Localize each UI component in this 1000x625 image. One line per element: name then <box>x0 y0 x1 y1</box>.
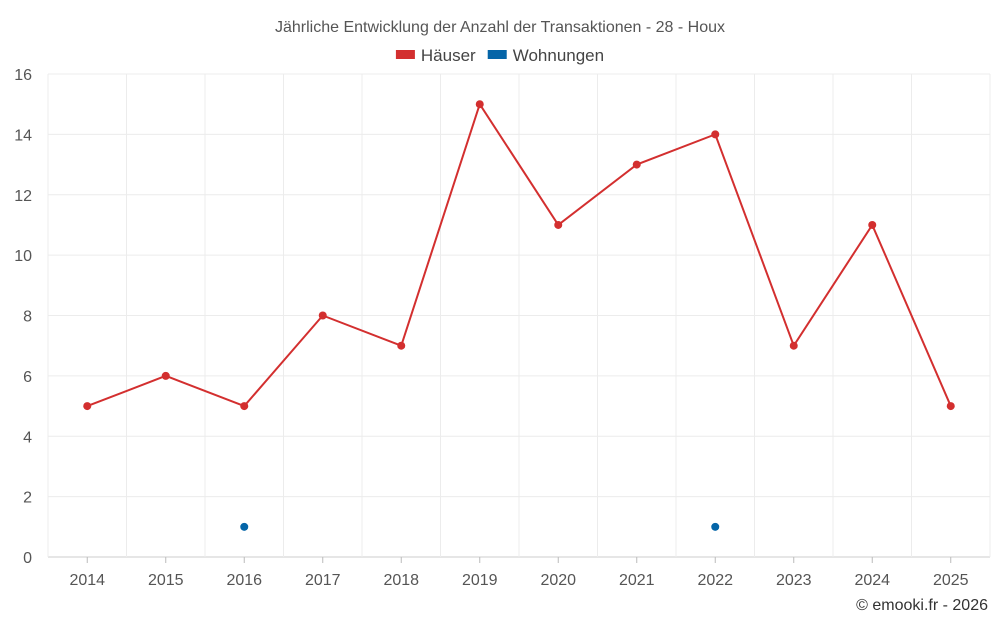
y-tick-label: 6 <box>23 369 32 386</box>
credit: © emooki.fr - 2026 <box>856 597 988 614</box>
legend-label: Häuser <box>421 46 476 65</box>
data-point <box>789 341 798 350</box>
x-tick-label: 2015 <box>148 572 184 589</box>
series-layer <box>83 100 955 531</box>
y-tick-label: 8 <box>23 309 32 326</box>
x-tick-label: 2019 <box>462 572 498 589</box>
legend-swatch <box>395 50 415 59</box>
legend: Häuser Wohnungen <box>395 46 604 65</box>
series-line-0 <box>86 101 952 408</box>
x-tick-label: 2022 <box>697 572 733 589</box>
y-tick-label: 4 <box>23 429 32 446</box>
y-tick-label: 16 <box>14 67 32 84</box>
legend-swatch <box>487 50 507 59</box>
x-tick-label: 2017 <box>305 572 341 589</box>
data-point <box>868 220 877 229</box>
data-point <box>554 220 563 229</box>
data-point <box>83 402 92 411</box>
data-point <box>711 130 720 139</box>
data-point <box>240 522 249 531</box>
legend-label: Wohnungen <box>513 46 604 65</box>
x-tick-label: 2016 <box>226 572 262 589</box>
grid <box>47 73 991 558</box>
y-tick-label: 10 <box>14 248 32 265</box>
x-tick-label: 2020 <box>540 572 576 589</box>
chart-title: Jährliche Entwicklung der Anzahl der Tra… <box>275 19 725 36</box>
x-tick-label: 2024 <box>854 572 890 589</box>
y-tick-label: 12 <box>14 188 32 205</box>
data-point <box>475 100 484 109</box>
data-point <box>240 402 249 411</box>
x-tick-label: 2021 <box>619 572 655 589</box>
axes: 0 2 4 6 8 10 12 14 16 2014 2015 2016 2017 2018 2019 202… <box>14 67 968 589</box>
x-tick-label: 2014 <box>69 572 105 589</box>
y-tick-label: 2 <box>23 490 32 507</box>
x-tick-label: 2025 <box>933 572 969 589</box>
x-tick-label: 2023 <box>776 572 812 589</box>
x-tick-label: 2018 <box>383 572 419 589</box>
y-tick-label: 14 <box>14 127 32 144</box>
data-point <box>711 522 720 531</box>
legend-item[interactable]: Häuser <box>395 46 476 65</box>
legend-item[interactable]: Wohnungen <box>487 46 604 65</box>
y-tick-label: 0 <box>23 550 32 567</box>
data-point <box>397 341 406 350</box>
data-point <box>946 402 955 411</box>
data-point <box>632 160 641 169</box>
data-point <box>318 311 327 320</box>
data-point <box>161 371 170 380</box>
